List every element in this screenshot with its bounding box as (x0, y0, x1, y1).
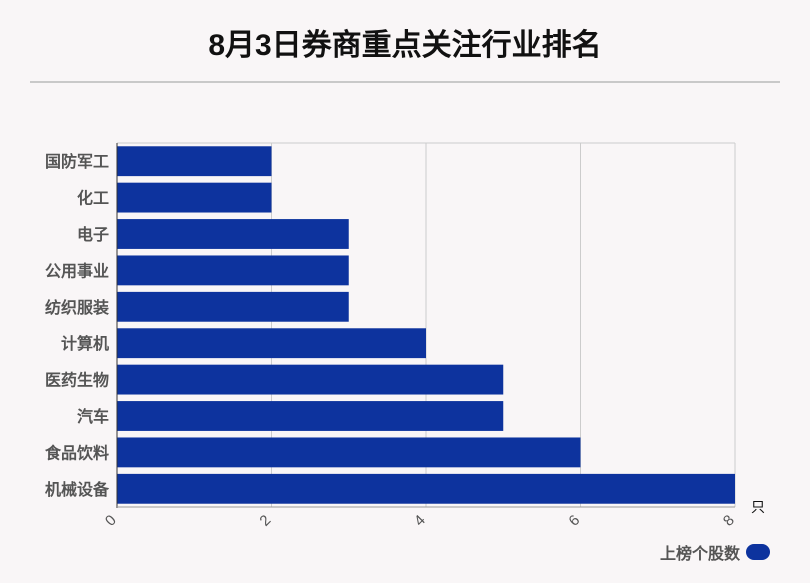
category-label-7: 汽车 (77, 407, 109, 426)
legend: 上榜个股数 (660, 540, 770, 564)
tick-label-2: 4 (411, 512, 429, 530)
bar-3 (117, 255, 349, 286)
bar-7 (117, 401, 504, 431)
category-label-5: 计算机 (61, 334, 109, 353)
bar-9 (117, 473, 735, 504)
bar-4 (117, 291, 349, 322)
chart-title: 8月3日券商重点关注行业排名 (208, 29, 602, 62)
bar-5 (117, 328, 426, 359)
category-label-1: 化工 (77, 189, 109, 208)
axes (116, 143, 735, 508)
tick-label-4: 8 (720, 512, 738, 530)
category-label-0: 国防军工 (45, 152, 109, 171)
tick-label-0: 0 (102, 512, 120, 530)
bar-2 (117, 219, 349, 249)
category-label-3: 公用事业 (45, 262, 109, 280)
bar-8 (117, 437, 581, 468)
title-divider (30, 81, 780, 83)
bar-0 (117, 146, 272, 177)
category-label-2: 电子 (77, 225, 109, 244)
bar-6 (117, 364, 504, 395)
bar-1 (117, 182, 272, 213)
tick-label-3: 6 (565, 512, 583, 530)
legend-swatch (746, 544, 770, 560)
bars (117, 146, 735, 504)
category-label-6: 医药生物 (45, 371, 109, 390)
tick-label-1: 2 (256, 512, 274, 530)
category-label-8: 食品饮料 (44, 443, 109, 462)
category-label-4: 纺织服装 (45, 298, 109, 317)
category-label-9: 机械设备 (45, 480, 110, 499)
x-unit-label: 只 (751, 499, 765, 515)
legend-label: 上榜个股数 (659, 546, 740, 563)
